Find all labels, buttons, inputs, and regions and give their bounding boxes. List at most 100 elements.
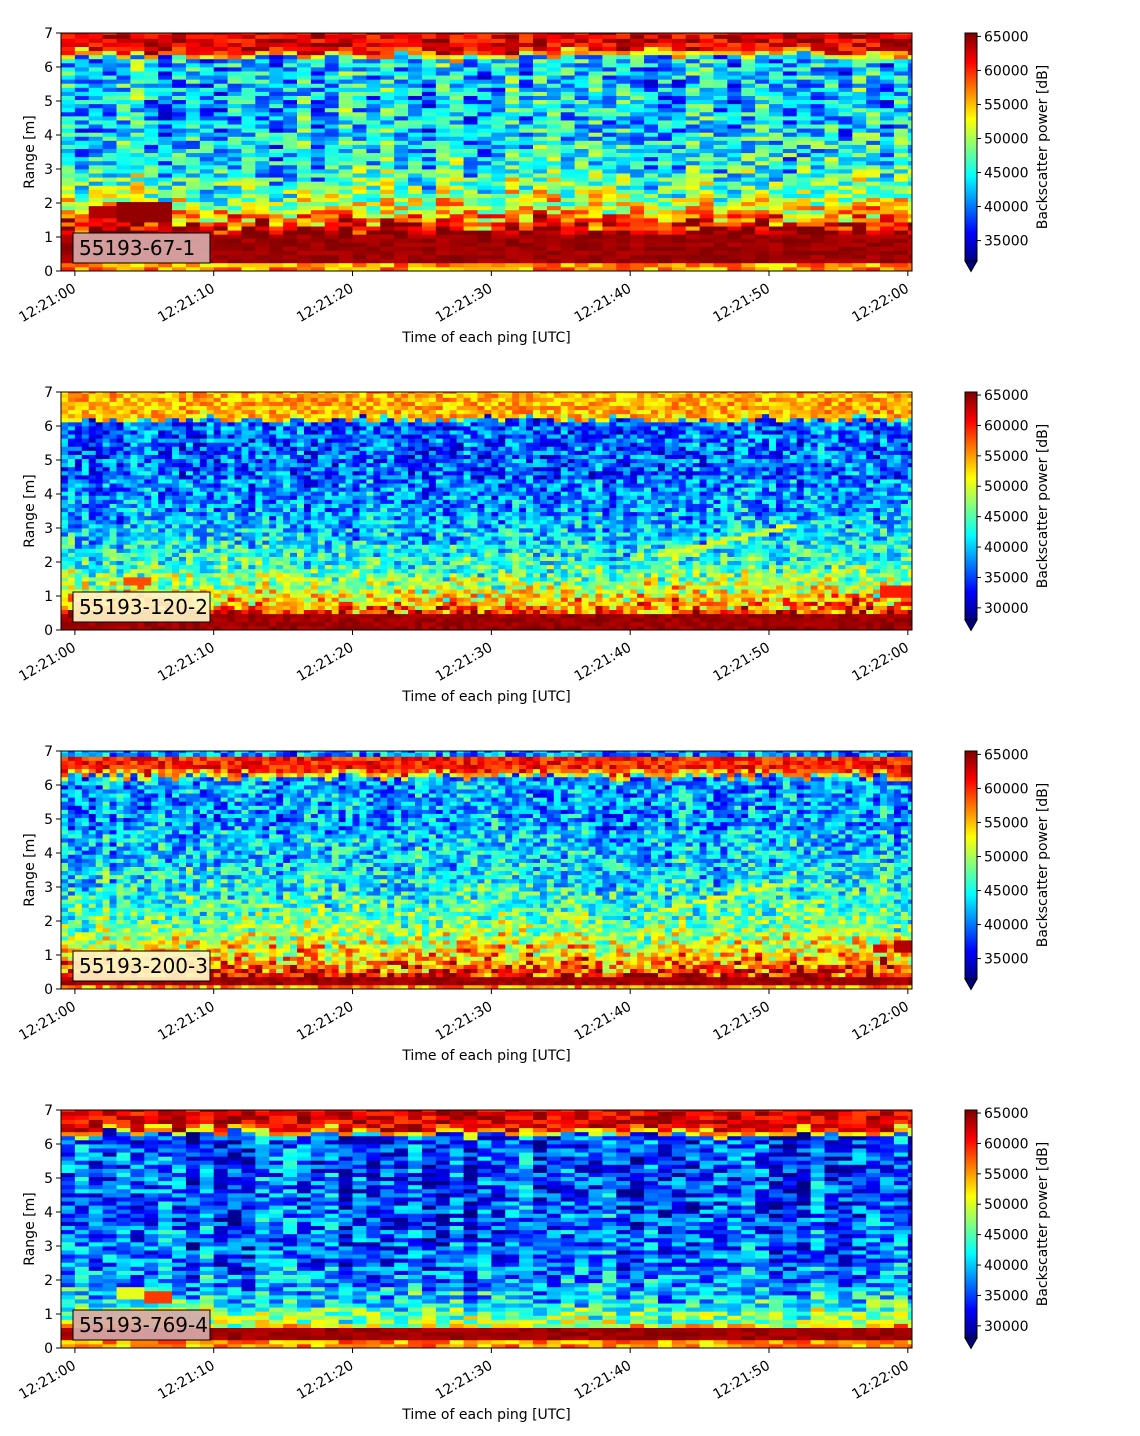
x-tick-label: 12:21:30 xyxy=(433,281,495,326)
label-box-bg xyxy=(72,950,211,982)
colorbar: 30000 35000 40000 45000 50000 55000 60000 65000… xyxy=(964,388,1051,632)
colorbar: 35000 40000 45000 50000 55000 60000 65000 Backs… xyxy=(964,29,1051,273)
x-tick-label: 12:21:20 xyxy=(294,281,356,326)
colorbar-tick-label: 40000 xyxy=(984,540,1029,556)
x-tick-label: 12:22:00 xyxy=(849,281,911,326)
x-tick-label: 12:21:10 xyxy=(155,999,217,1044)
plot-frame xyxy=(60,391,913,631)
colorbar-tick-label: 30000 xyxy=(984,1319,1029,1335)
colorbar-tick-label: 60000 xyxy=(984,418,1029,434)
y-axis-label: Range [m] xyxy=(22,474,38,547)
colorbar-tick-label: 55000 xyxy=(984,449,1029,465)
y-tick-label: 1 xyxy=(44,1307,53,1323)
sensor-label-box: 55193-120-2 xyxy=(72,591,211,623)
colorbar-tick-label: 60000 xyxy=(984,781,1029,797)
y-tick-label: 7 xyxy=(44,385,53,401)
x-tick-label: 12:21:50 xyxy=(711,999,773,1044)
colorbar-tick-label: 35000 xyxy=(984,234,1029,250)
plot-frame xyxy=(60,750,913,990)
x-tick-label: 12:21:10 xyxy=(155,640,217,685)
y-tick-label: 1 xyxy=(44,948,53,964)
x-tick-label: 12:21:20 xyxy=(294,999,356,1044)
y-tick-label: 3 xyxy=(44,521,53,537)
colorbar-tick-label: 65000 xyxy=(984,388,1029,404)
label-box-text: 55193-67-1 xyxy=(79,236,195,260)
colorbar-tick-label: 40000 xyxy=(984,1258,1029,1274)
x-tick-label: 12:22:00 xyxy=(849,640,911,685)
y-tick-label: 0 xyxy=(44,623,53,639)
x-axis-label: Time of each ping [UTC] xyxy=(401,1407,571,1423)
colorbar-label: Backscatter power [dB] xyxy=(1035,65,1051,230)
x-axis-label: Time of each ping [UTC] xyxy=(401,330,571,346)
x-tick-label: 12:22:00 xyxy=(849,999,911,1044)
y-tick-label: 3 xyxy=(44,162,53,178)
x-tick-label: 12:21:40 xyxy=(572,1358,634,1403)
y-tick-label: 6 xyxy=(44,778,53,794)
x-tick-label: 12:22:00 xyxy=(849,1358,911,1403)
x-tick-label: 12:21:00 xyxy=(16,999,78,1044)
colorbar-tick-label: 65000 xyxy=(984,29,1029,45)
x-tick-label: 12:21:40 xyxy=(572,281,634,326)
x-tick-label: 12:21:10 xyxy=(155,281,217,326)
y-tick-label: 0 xyxy=(44,264,53,280)
colorbar-extend-arrow xyxy=(964,1337,978,1350)
y-tick-label: 3 xyxy=(44,880,53,896)
y-tick-label: 0 xyxy=(44,982,53,998)
y-tick-label: 6 xyxy=(44,60,53,76)
y-tick-label: 4 xyxy=(44,128,53,144)
colorbar-tick-label: 35000 xyxy=(984,1288,1029,1304)
y-tick-label: 7 xyxy=(44,26,53,42)
y-tick-label: 7 xyxy=(44,744,53,760)
label-box-bg xyxy=(72,1309,211,1341)
colorbar-tick-label: 50000 xyxy=(984,479,1029,495)
colorbar-frame xyxy=(964,1109,978,1339)
colorbar-tick-label: 35000 xyxy=(984,570,1029,586)
x-tick-label: 12:21:20 xyxy=(294,640,356,685)
colorbar-extend-arrow xyxy=(964,260,978,273)
colorbar-tick-label: 55000 xyxy=(984,815,1029,831)
panel-1: 0 1 2 3 4 5 6 7 12:21:00 12:21:10 12:21:20 12:21:30… xyxy=(16,26,1051,346)
panel-3: 0 1 2 3 4 5 6 7 12:21:00 12:21:10 12:21:20 12:21:30… xyxy=(16,744,1051,1064)
y-tick-label: 4 xyxy=(44,1205,53,1221)
label-box-bg xyxy=(72,591,211,623)
colorbar: 35000 40000 45000 50000 55000 60000 65000 Backs… xyxy=(964,747,1051,991)
y-tick-label: 6 xyxy=(44,1137,53,1153)
y-tick-label: 2 xyxy=(44,555,53,571)
colorbar-tick-label: 60000 xyxy=(984,63,1029,79)
plot-frame xyxy=(60,1109,913,1349)
y-tick-label: 1 xyxy=(44,589,53,605)
y-tick-label: 0 xyxy=(44,1341,53,1357)
y-tick-label: 3 xyxy=(44,1239,53,1255)
y-axis-label: Range [m] xyxy=(22,1192,38,1265)
x-tick-label: 12:21:50 xyxy=(711,640,773,685)
x-tick-label: 12:21:50 xyxy=(711,281,773,326)
x-tick-label: 12:21:00 xyxy=(16,1358,78,1403)
sensor-label-box: 55193-769-4 xyxy=(72,1309,211,1341)
y-tick-label: 6 xyxy=(44,419,53,435)
colorbar-tick-label: 30000 xyxy=(984,601,1029,617)
colorbar-label: Backscatter power [dB] xyxy=(1035,424,1051,589)
colorbar-extend-arrow xyxy=(964,619,978,632)
colorbar-tick-label: 40000 xyxy=(984,200,1029,216)
x-tick-label: 12:21:30 xyxy=(433,999,495,1044)
x-tick-label: 12:21:00 xyxy=(16,281,78,326)
colorbar-tick-label: 45000 xyxy=(984,166,1029,182)
colorbar-tick-label: 45000 xyxy=(984,1228,1029,1244)
heatmap-cells xyxy=(61,1110,913,1349)
x-tick-label: 12:21:20 xyxy=(294,1358,356,1403)
colorbar-frame xyxy=(964,32,978,262)
colorbar-label: Backscatter power [dB] xyxy=(1035,783,1051,948)
colorbar-tick-label: 65000 xyxy=(984,747,1029,763)
sensor-label-box: 55193-200-3 xyxy=(72,950,211,982)
x-axis-label: Time of each ping [UTC] xyxy=(401,689,571,705)
sensor-label-box: 55193-67-1 xyxy=(72,232,211,264)
colorbar-label: Backscatter power [dB] xyxy=(1035,1142,1051,1307)
colorbar-tick-label: 60000 xyxy=(984,1136,1029,1152)
colorbar-tick-label: 40000 xyxy=(984,918,1029,934)
colorbar-tick-label: 35000 xyxy=(984,952,1029,968)
colorbar-tick-label: 50000 xyxy=(984,131,1029,147)
y-tick-label: 1 xyxy=(44,230,53,246)
y-tick-label: 4 xyxy=(44,846,53,862)
x-tick-label: 12:21:10 xyxy=(155,1358,217,1403)
colorbar: 30000 35000 40000 45000 50000 55000 60000 65000… xyxy=(964,1106,1051,1350)
